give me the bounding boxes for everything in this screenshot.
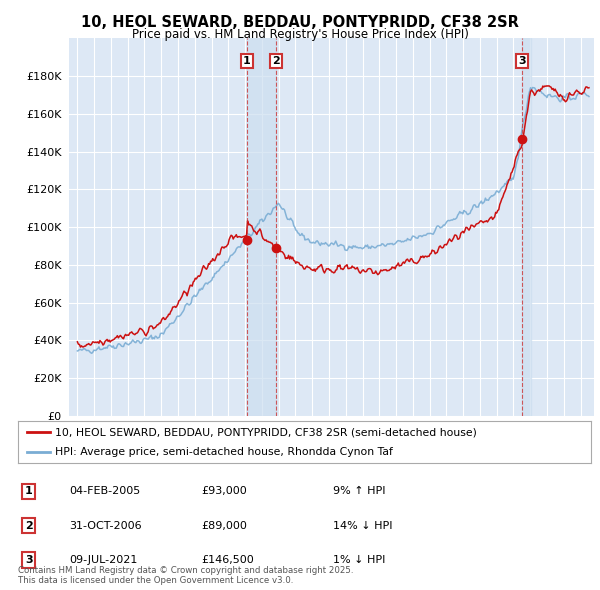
Text: £146,500: £146,500: [201, 555, 254, 565]
Text: 9% ↑ HPI: 9% ↑ HPI: [333, 487, 386, 496]
Text: 14% ↓ HPI: 14% ↓ HPI: [333, 521, 392, 530]
Text: 09-JUL-2021: 09-JUL-2021: [69, 555, 137, 565]
Text: 10, HEOL SEWARD, BEDDAU, PONTYPRIDD, CF38 2SR: 10, HEOL SEWARD, BEDDAU, PONTYPRIDD, CF3…: [81, 15, 519, 30]
Text: £89,000: £89,000: [201, 521, 247, 530]
Text: 1: 1: [25, 487, 32, 496]
Text: 10, HEOL SEWARD, BEDDAU, PONTYPRIDD, CF38 2SR (semi-detached house): 10, HEOL SEWARD, BEDDAU, PONTYPRIDD, CF3…: [55, 427, 477, 437]
Text: 2: 2: [25, 521, 32, 530]
Text: 3: 3: [25, 555, 32, 565]
Text: Price paid vs. HM Land Registry's House Price Index (HPI): Price paid vs. HM Land Registry's House …: [131, 28, 469, 41]
Bar: [522, 38, 530, 416]
Text: 1% ↓ HPI: 1% ↓ HPI: [333, 555, 385, 565]
Text: 3: 3: [518, 56, 526, 66]
Text: £93,000: £93,000: [201, 487, 247, 496]
Text: 2: 2: [272, 56, 280, 66]
Text: 31-OCT-2006: 31-OCT-2006: [69, 521, 142, 530]
Text: Contains HM Land Registry data © Crown copyright and database right 2025.
This d: Contains HM Land Registry data © Crown c…: [18, 566, 353, 585]
Text: HPI: Average price, semi-detached house, Rhondda Cynon Taf: HPI: Average price, semi-detached house,…: [55, 447, 393, 457]
Bar: [247, 38, 276, 416]
Text: 1: 1: [243, 56, 251, 66]
Text: 04-FEB-2005: 04-FEB-2005: [69, 487, 140, 496]
